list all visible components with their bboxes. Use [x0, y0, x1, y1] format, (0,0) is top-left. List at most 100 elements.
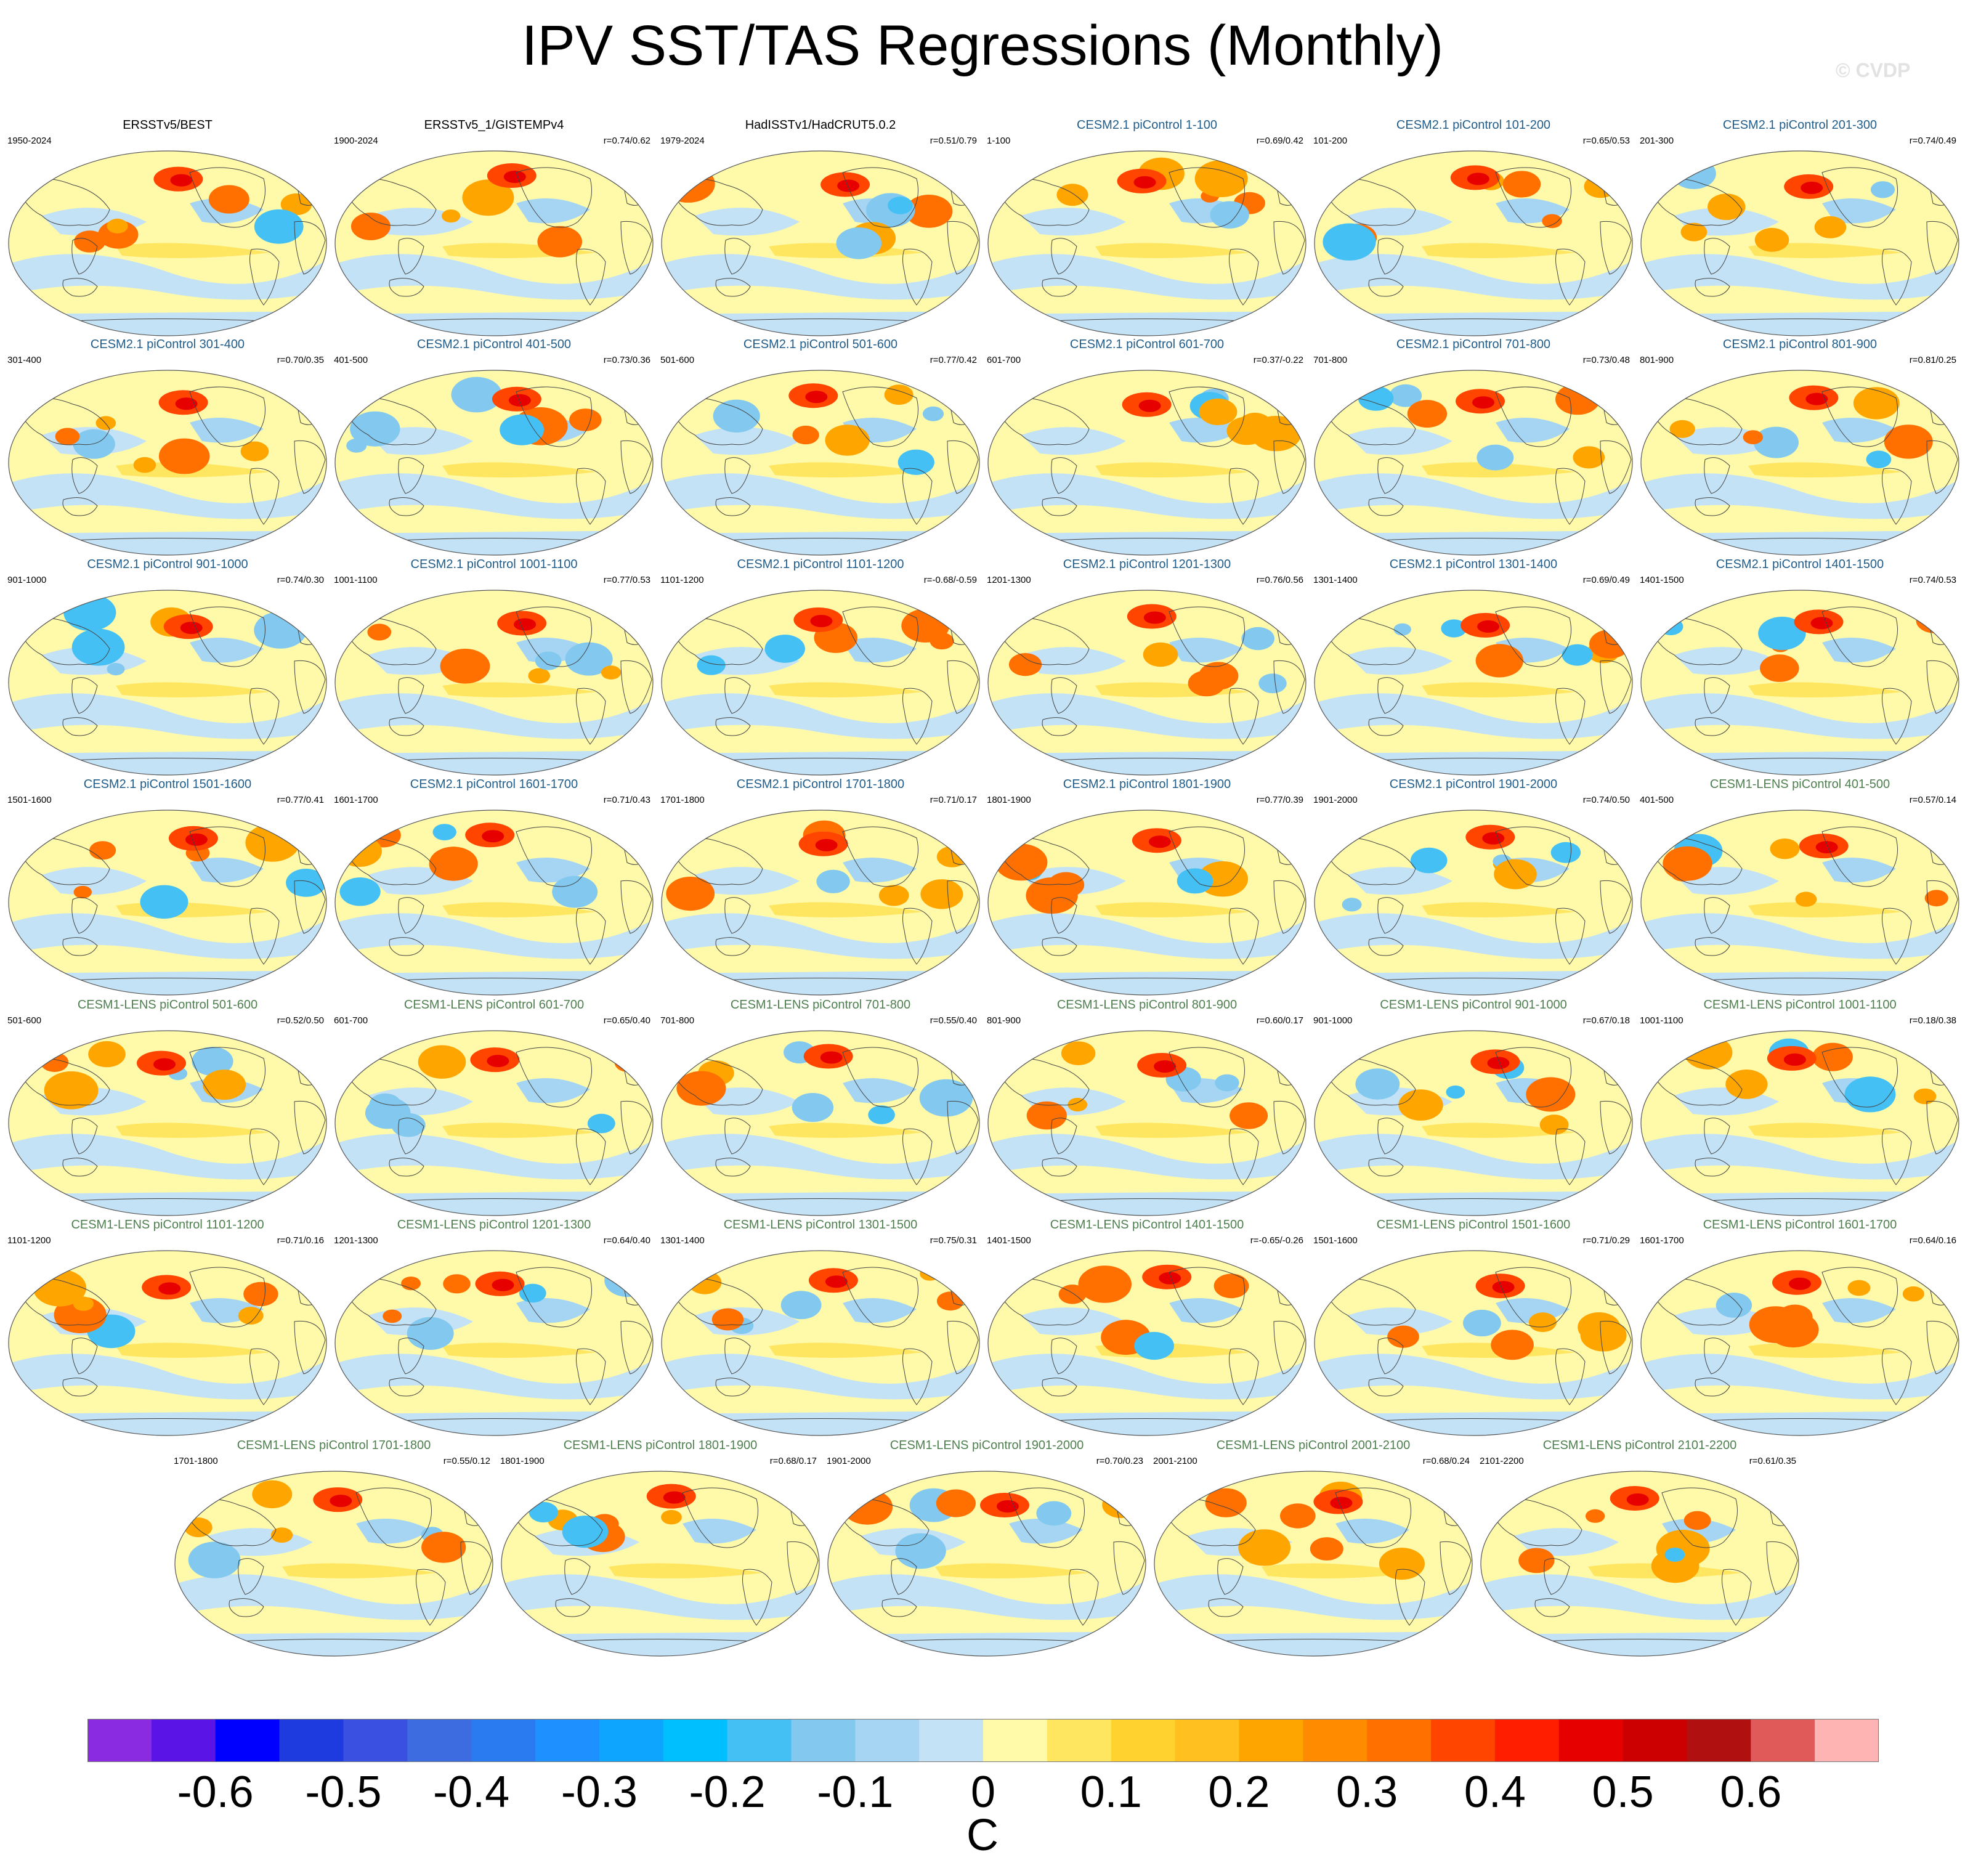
- panel-period: 1501-1600: [1313, 1235, 1358, 1246]
- regression-map: [984, 807, 1310, 998]
- regression-map: [5, 1028, 330, 1219]
- map-panel: CESM1-LENS piControl 1801-1900 1801-1900 r…: [498, 1439, 823, 1660]
- colorbar-swatch: [1751, 1719, 1815, 1762]
- panel-period: 101-200: [1313, 136, 1348, 146]
- regression-map: [5, 1248, 330, 1439]
- map-panel: CESM2.1 piControl 301-400 301-400 r=0.70/0…: [5, 338, 330, 559]
- colorbar-swatch: [1558, 1719, 1624, 1762]
- regression-map: [5, 367, 330, 558]
- map-panel: CESM2.1 piControl 1201-1300 1201-1300 r=0.…: [984, 558, 1310, 779]
- regression-map: [498, 1468, 823, 1659]
- regression-map: [5, 148, 330, 339]
- colorbar-swatch: [599, 1719, 664, 1762]
- map-panel: CESM2.1 piControl 1901-2000 1901-2000 r=0.…: [1311, 778, 1636, 999]
- regression-map: [1311, 148, 1636, 339]
- panel-correlation: r=-0.68/-0.59: [923, 575, 977, 585]
- map-panel: CESM2.1 piControl 1301-1400 1301-1400 r=0.…: [1311, 558, 1636, 779]
- panel-period: 1201-1300: [987, 575, 1031, 585]
- regression-map: [331, 807, 657, 998]
- panel-period: 1979-2024: [660, 136, 705, 146]
- panel-title: CESM2.1 piControl 1601-1700: [410, 778, 578, 791]
- panel-correlation: r=0.37/-0.22: [1253, 355, 1303, 365]
- panel-period: 1801-1900: [500, 1456, 545, 1466]
- panel-period: 601-700: [334, 1015, 368, 1026]
- panel-correlation: r=0.65/0.53: [1582, 136, 1630, 146]
- panel-correlation: r=0.55/0.40: [930, 1015, 977, 1026]
- regression-map: [331, 367, 657, 558]
- regression-map: [1311, 807, 1636, 998]
- panel-title: CESM1-LENS piControl 501-600: [77, 998, 258, 1012]
- map-panel: CESM1-LENS piControl 1401-1500 1401-1500 r…: [984, 1218, 1310, 1440]
- regression-map: [1637, 367, 1963, 558]
- regression-map: [658, 367, 983, 558]
- colorbar-swatch: [1303, 1719, 1367, 1762]
- panel-title: CESM2.1 piControl 501-600: [743, 338, 898, 351]
- panel-correlation: r=0.77/0.42: [930, 355, 977, 365]
- panel-correlation: r=0.70/0.23: [1096, 1456, 1143, 1466]
- map-panel: CESM2.1 piControl 1-100 1-100 r=0.69/0.42: [984, 118, 1310, 340]
- panel-correlation: r=0.18/0.38: [1909, 1015, 1956, 1026]
- map-panel: CESM1-LENS piControl 901-1000 901-1000 r=0…: [1311, 998, 1636, 1220]
- panel-title: CESM1-LENS piControl 801-900: [1056, 998, 1238, 1012]
- colorbar-swatch: [1239, 1719, 1303, 1762]
- regression-map: [658, 148, 983, 339]
- panel-title: CESM1-LENS piControl 1201-1300: [397, 1218, 591, 1232]
- regression-map: [1311, 1248, 1636, 1439]
- map-panel: CESM1-LENS piControl 501-600 501-600 r=0.5…: [5, 998, 330, 1220]
- panel-period: 901-1000: [7, 575, 47, 585]
- panel-correlation: r=0.71/0.16: [277, 1235, 324, 1246]
- panel-correlation: r=0.73/0.48: [1582, 355, 1630, 365]
- colorbar-swatch: [1111, 1719, 1176, 1762]
- panel-correlation: r=0.68/0.24: [1422, 1456, 1470, 1466]
- map-panel: CESM1-LENS piControl 2101-2200 2101-2200 r…: [1477, 1439, 1802, 1660]
- panel-title: CESM2.1 piControl 301-400: [90, 338, 245, 351]
- panel-title: CESM1-LENS piControl 1401-1500: [1050, 1218, 1244, 1232]
- panel-period: 1401-1500: [987, 1235, 1031, 1246]
- panel-period: 1601-1700: [1640, 1235, 1684, 1246]
- panel-title: HadISSTv1/HadCRUT5.0.2: [745, 118, 896, 132]
- panel-title: CESM2.1 piControl 901-1000: [87, 558, 248, 571]
- panel-period: 1001-1100: [1640, 1015, 1683, 1026]
- panel-title: CESM2.1 piControl 1901-2000: [1389, 778, 1558, 791]
- colorbar-swatch: [87, 1719, 152, 1762]
- panel-title: CESM1-LENS piControl 1301-1500: [723, 1218, 918, 1232]
- map-panel: CESM2.1 piControl 1601-1700 1601-1700 r=0.…: [331, 778, 657, 999]
- panel-period: 401-500: [1640, 795, 1674, 805]
- colorbar-swatch: [471, 1719, 536, 1762]
- panel-title: CESM1-LENS piControl 1801-1900: [563, 1439, 758, 1452]
- map-panel: CESM1-LENS piControl 1901-2000 1901-2000 r…: [824, 1439, 1149, 1660]
- panel-correlation: r=0.60/0.17: [1256, 1015, 1303, 1026]
- panel-correlation: r=0.67/0.18: [1582, 1015, 1630, 1026]
- panel-title: CESM2.1 piControl 1801-1900: [1063, 778, 1231, 791]
- panel-title: CESM2.1 piControl 401-500: [416, 338, 572, 351]
- panel-correlation: r=0.64/0.40: [603, 1235, 650, 1246]
- panel-period: 1501-1600: [7, 795, 52, 805]
- panel-correlation: r=0.57/0.14: [1909, 795, 1956, 805]
- panel-correlation: r=0.61/0.35: [1749, 1456, 1796, 1466]
- panel-title: ERSSTv5/BEST: [123, 118, 213, 132]
- panel-title: CESM1-LENS piControl 1701-1800: [237, 1439, 431, 1452]
- panel-title: CESM2.1 piControl 1001-1100: [410, 558, 578, 571]
- regression-map: [658, 587, 983, 778]
- panel-title: CESM2.1 piControl 1101-1200: [737, 558, 904, 571]
- panel-period: 401-500: [334, 355, 368, 365]
- map-panel: CESM2.1 piControl 701-800 701-800 r=0.73/0…: [1311, 338, 1636, 559]
- map-panel: CESM1-LENS piControl 1201-1300 1201-1300 r…: [331, 1218, 657, 1440]
- panel-correlation: r=0.70/0.35: [277, 355, 324, 365]
- panel-period: 1101-1200: [7, 1235, 51, 1246]
- colorbar-swatch: [1431, 1719, 1496, 1762]
- map-panel: CESM2.1 piControl 1701-1800 1701-1800 r=0.…: [658, 778, 983, 999]
- panel-period: 501-600: [660, 355, 695, 365]
- panel-correlation: r=-0.65/-0.26: [1250, 1235, 1303, 1246]
- regression-map: [5, 807, 330, 998]
- panel-title: CESM2.1 piControl 601-700: [1069, 338, 1225, 351]
- colorbar-tick-label: 0.5: [1592, 1768, 1654, 1817]
- panel-period: 1950-2024: [7, 136, 52, 146]
- colorbar-swatch: [983, 1719, 1048, 1762]
- panel-title: CESM2.1 piControl 101-200: [1396, 118, 1551, 132]
- colorbar-swatch: [1047, 1719, 1112, 1762]
- panel-correlation: r=0.74/0.50: [1582, 795, 1630, 805]
- colorbar-tick-label: 0.3: [1336, 1768, 1398, 1817]
- panel-period: 1601-1700: [334, 795, 378, 805]
- panel-title: CESM1-LENS piControl 901-1000: [1380, 998, 1567, 1012]
